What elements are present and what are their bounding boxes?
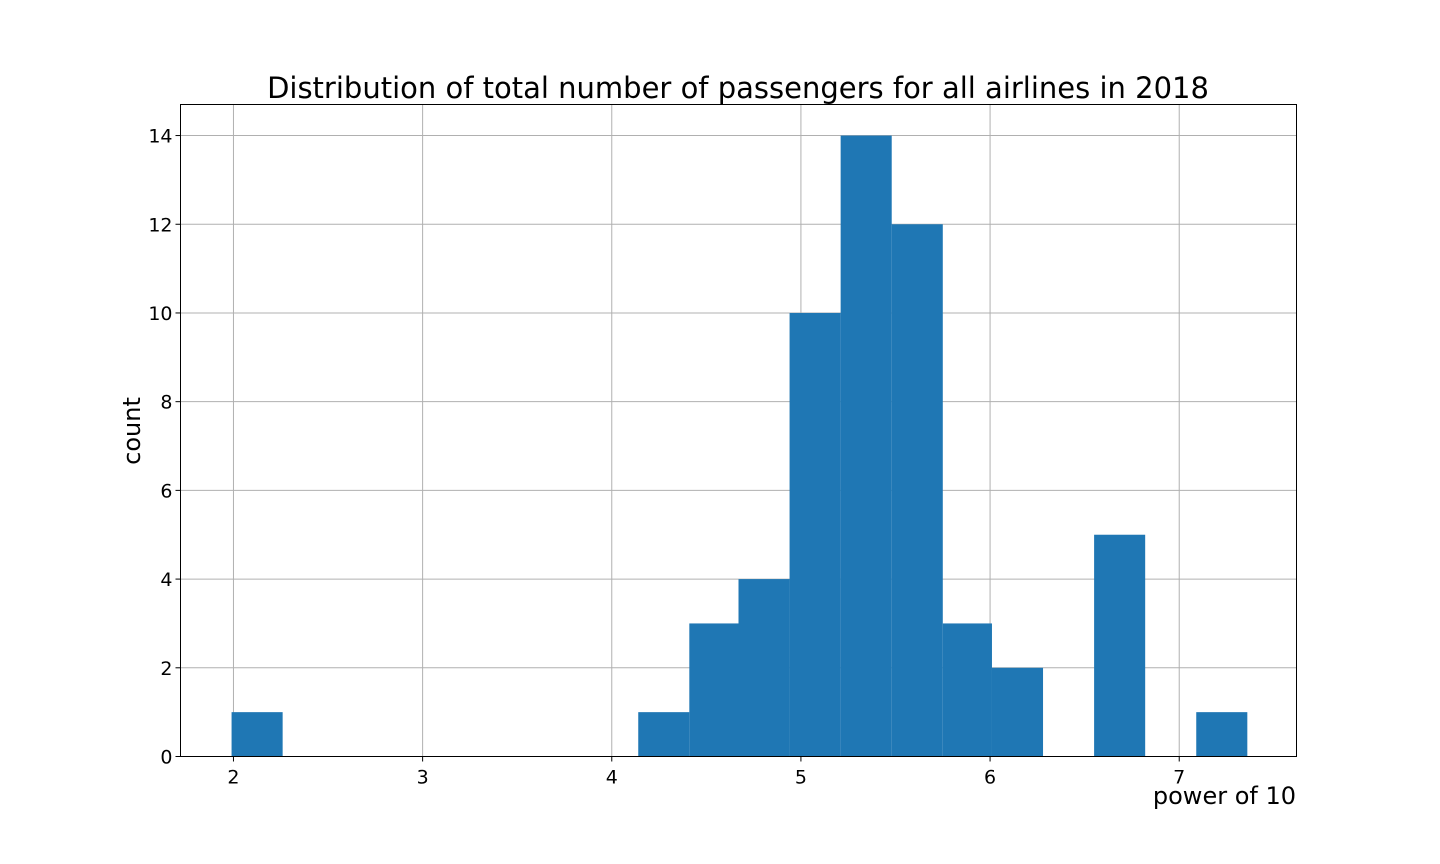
y-tick-label: 8	[160, 392, 172, 414]
x-tick-label: 5	[795, 767, 807, 789]
histogram-bar	[789, 312, 841, 757]
bars-layer	[231, 135, 1248, 757]
histogram-bar	[638, 712, 690, 757]
y-tick-label: 14	[148, 126, 172, 148]
y-tick-label: 12	[148, 214, 172, 236]
histogram-bar	[231, 712, 283, 757]
y-tick-label: 0	[160, 747, 172, 769]
chart-title: Distribution of total number of passenge…	[267, 71, 1209, 105]
histogram-bar	[689, 623, 739, 757]
plot-frame	[180, 104, 1297, 757]
grid-layer	[180, 104, 1297, 757]
x-tick-label: 2	[227, 767, 239, 789]
histogram-bar	[991, 667, 1044, 757]
ticks-layer: 2 3 4 5 6 7 0 2 4 6 8 10 12 14	[148, 126, 1185, 789]
x-tick-label: 6	[984, 767, 996, 789]
histogram-bar	[1094, 534, 1146, 757]
y-axis-label: count	[118, 397, 146, 465]
histogram-bar	[942, 623, 992, 757]
x-axis-label: power of 10	[1153, 782, 1296, 810]
histogram-bar	[891, 224, 943, 757]
histogram-bar	[1196, 712, 1248, 757]
histogram-bar	[840, 135, 892, 757]
y-tick-label: 6	[160, 480, 172, 502]
x-tick-label: 7	[1173, 767, 1185, 789]
y-tick-label: 4	[160, 569, 172, 591]
x-tick-label: 4	[606, 767, 618, 789]
y-tick-label: 10	[148, 303, 172, 325]
x-tick-label: 3	[417, 767, 429, 789]
y-tick-label: 2	[160, 658, 172, 680]
histogram-bar	[738, 579, 790, 757]
